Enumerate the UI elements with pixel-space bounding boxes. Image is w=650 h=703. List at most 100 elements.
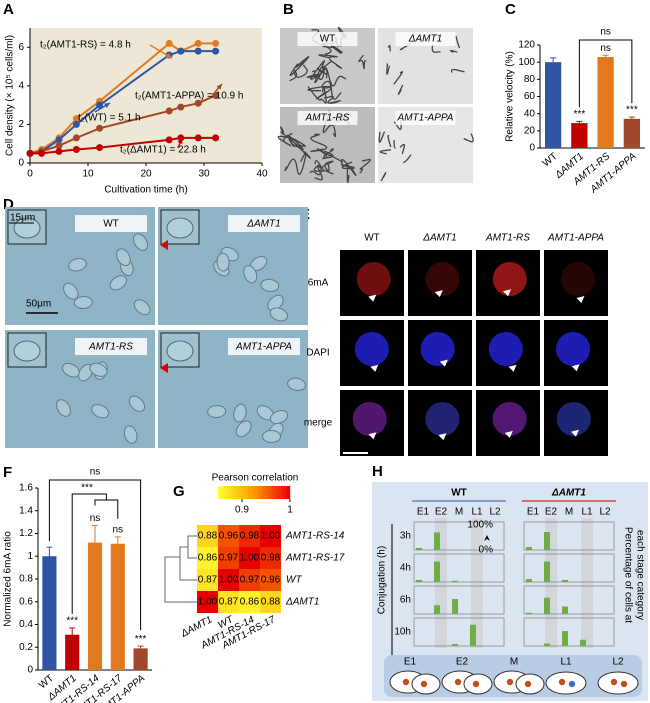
colorbar-step bbox=[260, 486, 264, 499]
y-axis-label: Normalized 6mA ratio bbox=[3, 531, 14, 627]
cell bbox=[267, 294, 284, 312]
y-tick-label: 6 bbox=[18, 42, 24, 53]
colorbar-step bbox=[263, 486, 267, 499]
cell-track bbox=[309, 60, 332, 80]
y-tick-label: 1 bbox=[27, 551, 33, 562]
bar bbox=[544, 597, 550, 614]
y-tick-label: 80 bbox=[524, 74, 536, 85]
colorbar-step bbox=[269, 486, 273, 499]
y-tick-label: 4 bbox=[18, 80, 24, 91]
row-label: merge bbox=[304, 418, 333, 429]
heatmap-cell bbox=[197, 525, 218, 547]
stage-label: M bbox=[565, 507, 573, 518]
cell-track bbox=[379, 149, 391, 155]
nucleus bbox=[425, 402, 460, 436]
data-point bbox=[165, 136, 173, 144]
data-point bbox=[96, 101, 104, 109]
panel-label: C bbox=[505, 1, 516, 18]
y-tick-label: 100 bbox=[518, 57, 535, 68]
cell-track bbox=[307, 85, 332, 100]
bracket-label: ns bbox=[600, 27, 611, 38]
marker-arrowhead bbox=[503, 289, 512, 297]
cell-label: 0.97 bbox=[219, 553, 239, 564]
nucleus-icon bbox=[558, 678, 566, 686]
colorbar-step bbox=[230, 486, 234, 499]
data-point bbox=[194, 99, 202, 107]
scale-bar-label: 15μm bbox=[10, 213, 35, 224]
data-point bbox=[177, 103, 185, 111]
marker-arrowhead bbox=[504, 430, 513, 438]
y-tick-label: 40 bbox=[524, 108, 536, 119]
side-label: Percentage of cells at bbox=[622, 527, 633, 623]
y-tick-label: 0 bbox=[27, 665, 33, 676]
cell-track bbox=[450, 68, 465, 73]
arrow-head bbox=[166, 53, 172, 58]
cell-label: 0.88 bbox=[198, 531, 218, 542]
data-point bbox=[177, 134, 185, 142]
mini-plot bbox=[413, 617, 505, 647]
heatmap-cell bbox=[197, 569, 218, 591]
stage-label: M bbox=[455, 507, 463, 518]
cell bbox=[132, 233, 149, 251]
cell-track bbox=[387, 134, 392, 148]
colorbar-step bbox=[281, 486, 285, 499]
inset-cell bbox=[13, 340, 41, 362]
cell-track bbox=[315, 66, 347, 87]
colorbar-step bbox=[266, 486, 270, 499]
time-label: 4h bbox=[400, 563, 411, 574]
stage-label: L1 bbox=[471, 507, 483, 518]
y-tick-label: 0 bbox=[18, 158, 24, 169]
dendrogram bbox=[164, 535, 197, 603]
nucleus bbox=[425, 262, 460, 296]
colorbar-step bbox=[251, 486, 255, 499]
row-label: AMT1-RS-17 bbox=[285, 553, 345, 564]
significance-label: *** bbox=[574, 109, 586, 120]
cell bbox=[207, 404, 227, 419]
data-point bbox=[72, 115, 80, 123]
heatmap-cell bbox=[218, 547, 239, 569]
scale-label: 0% bbox=[479, 545, 494, 556]
marker-arrow bbox=[160, 363, 168, 373]
x-tick-label: 0 bbox=[27, 169, 33, 180]
label-box bbox=[228, 338, 300, 355]
bracket bbox=[71, 493, 119, 614]
heatmap-cell bbox=[260, 525, 281, 547]
cell-label: 1.00 bbox=[240, 553, 260, 564]
heatmap-cell bbox=[239, 525, 260, 547]
bar bbox=[434, 532, 440, 550]
colorbar-step bbox=[221, 486, 225, 499]
cell-track bbox=[309, 164, 325, 176]
marker-arrowhead bbox=[570, 429, 579, 437]
mini-plot bbox=[413, 553, 505, 583]
annotation: t₂(WT) = 5.1 h bbox=[78, 113, 141, 124]
arrow-head bbox=[177, 138, 183, 144]
bar bbox=[571, 123, 588, 148]
colorbar-step bbox=[287, 486, 291, 499]
significance-label: ns bbox=[600, 43, 611, 54]
bar bbox=[434, 561, 440, 582]
cell bbox=[262, 429, 282, 443]
colorbar-step bbox=[242, 486, 246, 499]
panel-label: G bbox=[173, 483, 185, 500]
cell bbox=[133, 299, 151, 316]
label-box bbox=[395, 32, 456, 46]
arrow-head bbox=[216, 84, 222, 90]
nucleus bbox=[556, 402, 591, 436]
y-axis-label: Relative velocity (%) bbox=[505, 51, 516, 142]
stage-label: M bbox=[510, 657, 518, 668]
annotation: t₂(AMT1-APPA) = 10.9 h bbox=[135, 91, 243, 102]
cell bbox=[68, 258, 87, 272]
stage-label: E1 bbox=[404, 657, 417, 668]
bar bbox=[42, 556, 57, 670]
cell bbox=[116, 248, 131, 267]
group-title: WT bbox=[451, 488, 467, 499]
mini-plot bbox=[523, 617, 615, 647]
cell-track bbox=[323, 95, 341, 104]
cell-track bbox=[431, 44, 441, 53]
column-label: AMT1-APPA bbox=[547, 233, 604, 244]
x-tick-label: 40 bbox=[256, 169, 268, 180]
y-tick-label: 0.4 bbox=[19, 619, 33, 630]
bar bbox=[452, 644, 458, 646]
stage-shading bbox=[471, 518, 483, 648]
